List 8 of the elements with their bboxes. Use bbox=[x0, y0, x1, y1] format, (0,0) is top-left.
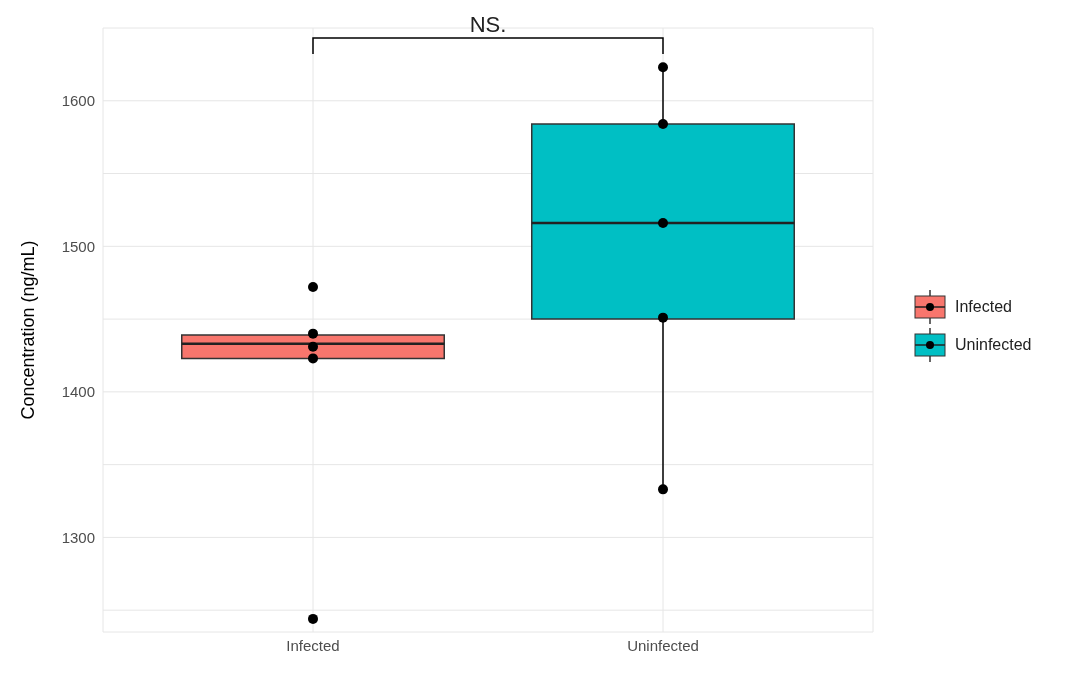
annotation: NS. bbox=[468, 12, 508, 39]
y-tick-label: 1400 bbox=[61, 383, 95, 401]
y-tick-label: 1500 bbox=[61, 237, 95, 255]
y-tick-label: 1600 bbox=[61, 92, 95, 110]
legend-label: Uninfected bbox=[955, 336, 1032, 354]
y-tick-label: 1300 bbox=[61, 528, 95, 546]
legend-label: Infected bbox=[955, 298, 1012, 316]
y-axis-title: Concentration (ng/mL) bbox=[18, 240, 39, 420]
